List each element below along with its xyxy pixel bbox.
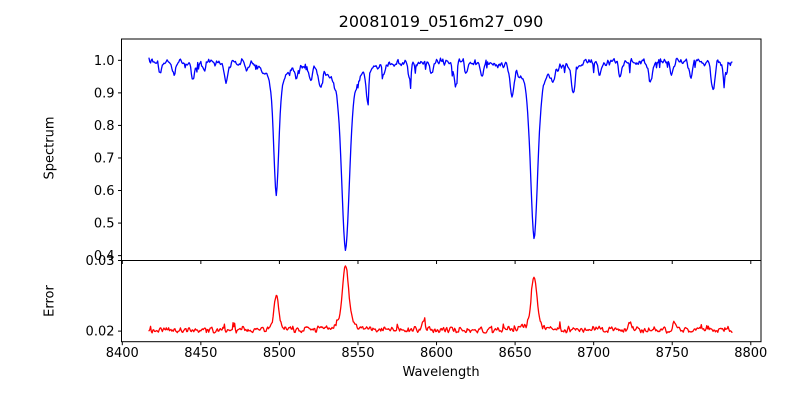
x-tick-label: 8450 bbox=[184, 346, 217, 361]
spectrum-curve bbox=[148, 57, 733, 252]
spectrum-y-tick-label: 0.5 bbox=[94, 217, 115, 232]
spectrum-y-tick-label: 1.0 bbox=[94, 54, 115, 69]
x-axis-label: Wavelength bbox=[402, 365, 480, 380]
spectrum-y-tick-label: 0.4 bbox=[94, 249, 115, 264]
spectrum-y-axis-label: Spectrum bbox=[42, 116, 58, 180]
x-tick-label: 8600 bbox=[420, 346, 453, 361]
error-y-tick-label: 0.02 bbox=[86, 325, 115, 340]
spectrum-y-tick-label: 0.9 bbox=[94, 86, 115, 101]
x-tick-label: 8750 bbox=[656, 346, 689, 361]
x-tick-label: 8650 bbox=[499, 346, 532, 361]
spectrum-panel-frame bbox=[121, 38, 762, 261]
x-tick-label: 8700 bbox=[577, 346, 610, 361]
error-curve bbox=[148, 265, 733, 334]
error-y-tick-label: 0.03 bbox=[86, 254, 115, 269]
x-tick-label: 8500 bbox=[263, 346, 296, 361]
x-tick-label: 8400 bbox=[106, 346, 139, 361]
error-panel-frame bbox=[121, 260, 762, 343]
spectrum-y-tick-label: 0.7 bbox=[94, 151, 115, 166]
chart-title: 20081019_0516m27_090 bbox=[338, 12, 544, 31]
x-tick-label: 8550 bbox=[341, 346, 374, 361]
spectrum-y-tick-label: 0.6 bbox=[94, 184, 115, 199]
x-tick-label: 8800 bbox=[734, 346, 767, 361]
spectrum-y-tick-label: 0.8 bbox=[94, 119, 115, 134]
error-y-axis-label: Error bbox=[42, 285, 58, 317]
